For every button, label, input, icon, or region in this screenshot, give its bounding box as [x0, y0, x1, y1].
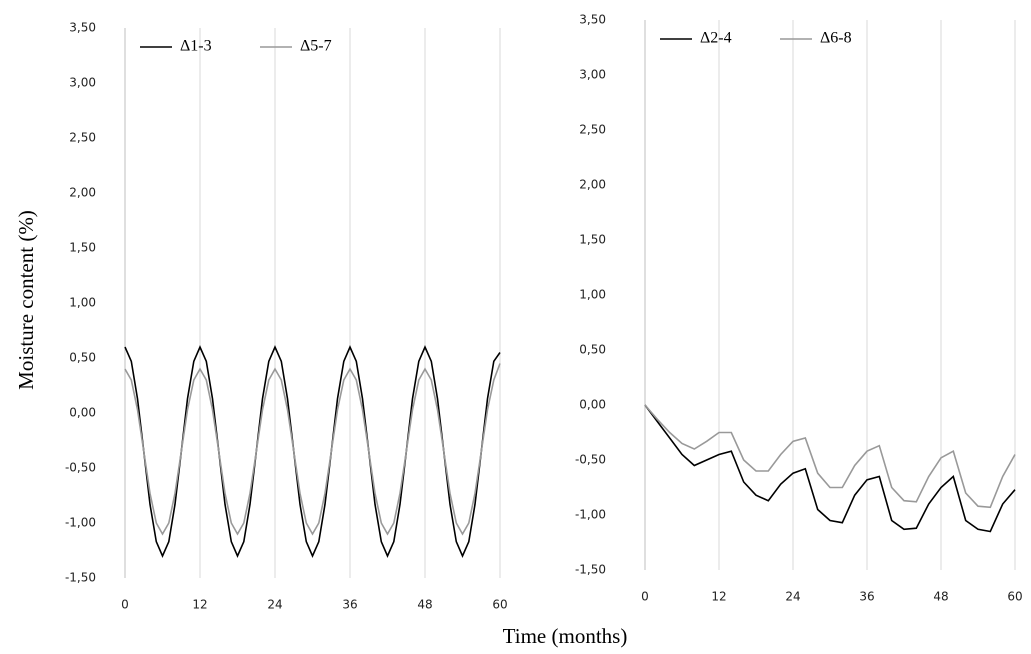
x-tick-label: 24 — [267, 598, 282, 612]
y-tick-label: 0,00 — [579, 398, 606, 412]
x-tick-label: 36 — [859, 590, 874, 604]
x-tick-label: 12 — [192, 598, 207, 612]
x-tick-label: 48 — [933, 590, 948, 604]
x-tick-label: 48 — [417, 598, 432, 612]
y-tick-label: 1,50 — [579, 233, 606, 247]
y-tick-label: 2,00 — [69, 186, 96, 200]
y-tick-label: 3,00 — [579, 68, 606, 82]
x-tick-label: 0 — [121, 598, 129, 612]
legend-label: Δ6-8 — [820, 30, 852, 47]
x-tick-label: 24 — [785, 590, 800, 604]
y-tick-label: -1,50 — [65, 571, 96, 585]
data-line — [124, 363, 501, 536]
x-tick-label: 60 — [492, 598, 507, 612]
y-tick-label: 3,50 — [579, 13, 606, 27]
y-tick-label: -0,50 — [65, 461, 96, 475]
y-tick-label: 0,00 — [69, 406, 96, 420]
y-tick-label: 2,00 — [579, 178, 606, 192]
y-tick-label: 0,50 — [579, 343, 606, 357]
data-line — [644, 404, 1016, 509]
legend-label: Δ1-3 — [180, 38, 212, 55]
x-tick-label: 60 — [1007, 590, 1022, 604]
x-tick-label: 12 — [711, 590, 726, 604]
legend-label: Δ5-7 — [300, 38, 332, 55]
y-tick-label: -1,00 — [65, 516, 96, 530]
data-line — [124, 345, 501, 558]
y-tick-label: -0,50 — [575, 453, 606, 467]
data-line — [644, 404, 1016, 533]
y-tick-label: 3,50 — [69, 21, 96, 35]
y-tick-label: 0,50 — [69, 351, 96, 365]
y-tick-label: 1,50 — [69, 241, 96, 255]
y-tick-label: 2,50 — [579, 123, 606, 137]
y-tick-label: -1,50 — [575, 563, 606, 577]
y-tick-label: 3,00 — [69, 76, 96, 90]
legend-label: Δ2-4 — [700, 30, 732, 47]
x-tick-label: 0 — [641, 590, 649, 604]
x-tick-label: 36 — [342, 598, 357, 612]
y-tick-label: 1,00 — [69, 296, 96, 310]
y-tick-label: 1,00 — [579, 288, 606, 302]
x-axis-label: Time (months) — [503, 624, 628, 648]
y-tick-label: -1,00 — [575, 508, 606, 522]
y-tick-label: 2,50 — [69, 131, 96, 145]
y-axis-label: Moisture content (%) — [14, 210, 38, 390]
